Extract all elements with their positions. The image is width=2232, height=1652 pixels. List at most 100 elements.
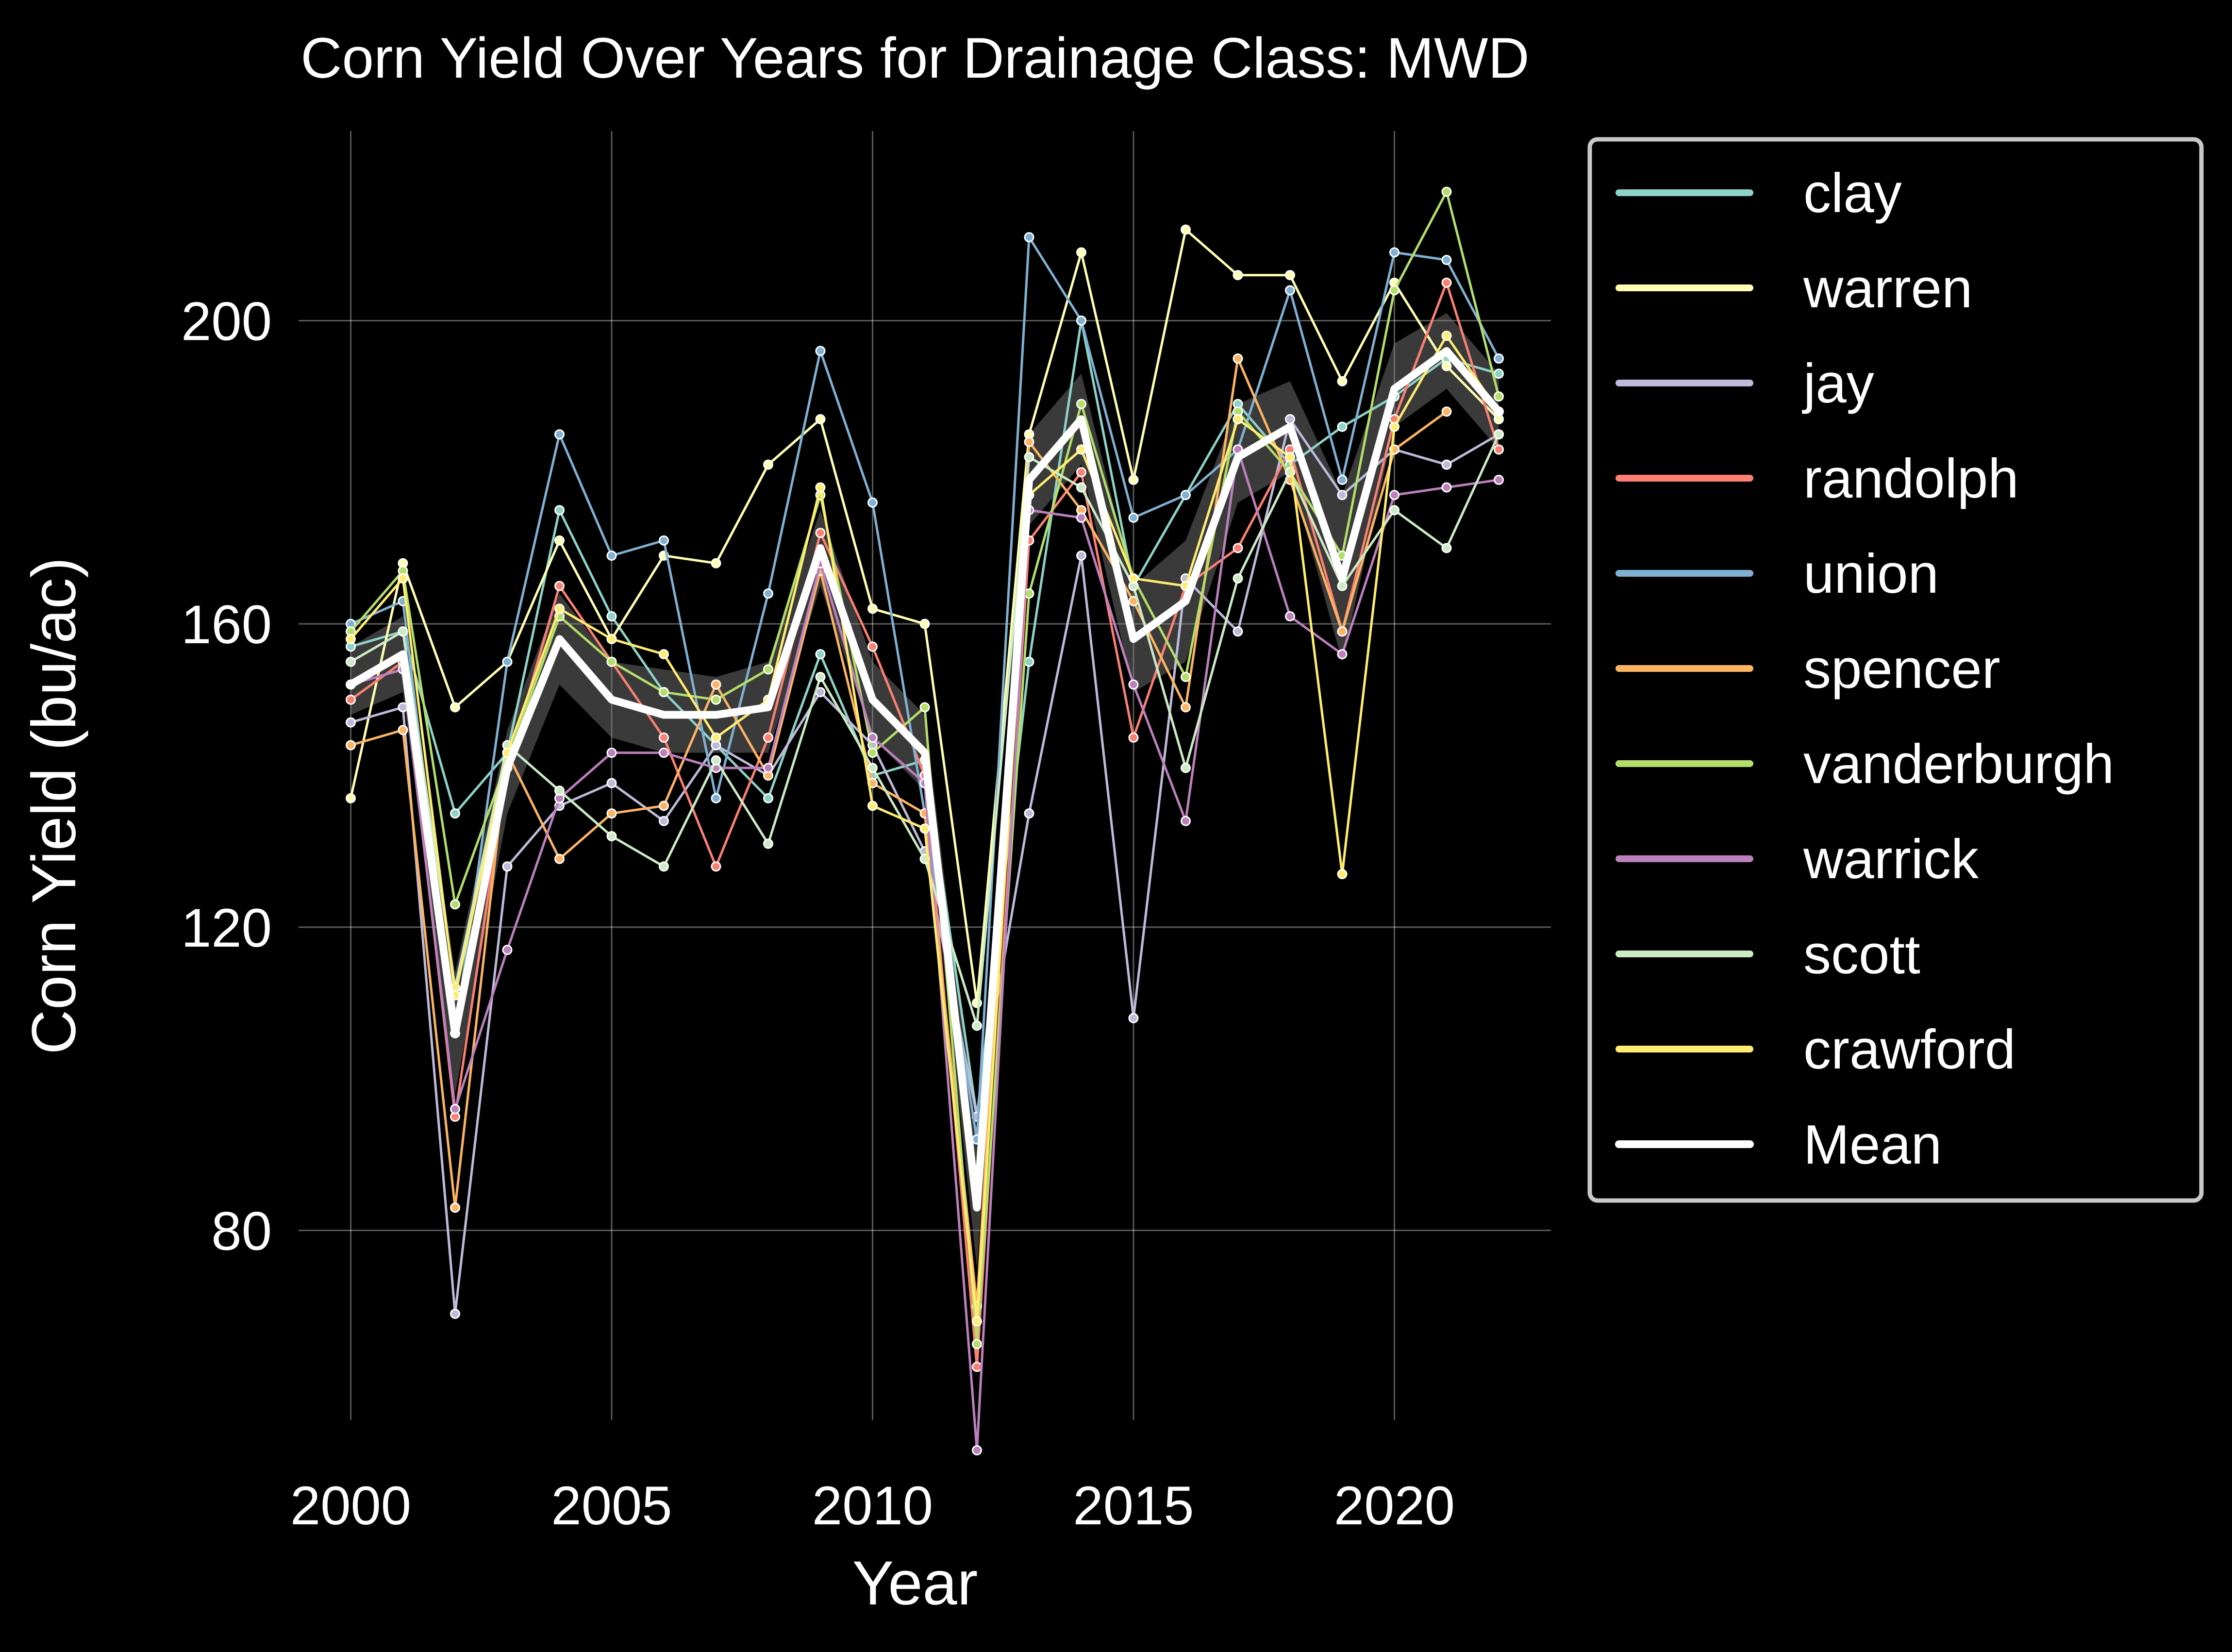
data-point-warren [919,618,930,629]
data-point-randolph [1128,732,1139,743]
legend-label: warrick [1803,829,1979,890]
data-point-spencer [606,808,617,819]
legend-label: spencer [1803,638,2000,700]
data-point-clay [815,649,826,660]
data-point-crawford [659,649,669,660]
legend-label: vanderburgh [1803,734,2114,795]
data-point-union [554,429,565,440]
data-point-union [1389,247,1399,258]
legend-item-warrick: warrick [1616,829,1979,890]
data-point-warren [763,459,773,470]
tick-layer: 2000 2005 2010 2015 2020 80 120 160 200 [181,291,1455,1536]
data-point-crawford [815,482,826,493]
data-point-union [711,793,721,803]
data-point-scott [1337,581,1348,591]
data-point-vanderburgh [1024,588,1034,599]
data-point-vanderburgh [659,687,669,698]
data-point-warrick [1441,482,1452,493]
data-point-randolph [711,861,721,872]
data-point-clay [1337,421,1348,432]
data-point-randolph [1076,467,1086,478]
legend-item-Mean: Mean [1615,1114,1942,1176]
data-point-warren [1128,474,1139,485]
data-point-union [659,535,669,546]
data-point-warrick [1494,474,1504,485]
x-tick-label: 2015 [1073,1475,1194,1536]
legend-item-spencer: spencer [1616,638,2000,700]
data-point-vanderburgh [867,748,878,758]
data-point-jay [1285,414,1295,424]
data-point-warrick [1337,649,1348,660]
data-point-warrick [972,1445,982,1455]
data-point-randolph [1233,543,1243,553]
y-tick-label: 80 [211,1201,272,1262]
data-point-union [1128,513,1139,523]
data-point-clay [763,793,773,803]
data-point-scott [346,656,356,667]
data-point-vanderburgh [1389,285,1399,296]
data-point-jay [1441,459,1452,470]
series-layer [346,186,1504,1455]
data-point-randolph [554,581,565,591]
data-point-crawford [711,732,721,743]
data-point-union [502,656,513,667]
data-point-jay [346,717,356,728]
legend-label: crawford [1803,1019,2015,1081]
data-point-union [1285,285,1295,296]
data-point-vanderburgh [1076,399,1086,409]
data-point-scott [554,785,565,796]
data-point-scott [1076,482,1086,493]
data-point-crawford [346,634,356,644]
data-point-scott [398,626,408,637]
data-point-randolph [1494,444,1504,455]
data-point-vanderburgh [972,1339,982,1350]
legend-item-randolph: randolph [1616,448,2019,510]
data-point-vanderburgh [450,899,460,910]
data-point-spencer [346,740,356,751]
legend-item-clay: clay [1616,163,1902,224]
legend: clay warren jay randolph union spencer vanderb… [1587,137,2204,1203]
legend-frame [1587,137,2204,1203]
legend-label: union [1803,543,1939,605]
data-point-jay [502,861,513,872]
data-point-spencer [1441,406,1452,417]
data-point-scott [606,831,617,841]
data-point-crawford [972,1316,982,1327]
data-point-union [867,497,878,508]
x-tick-label: 2020 [1334,1475,1455,1536]
data-point-warrick [1181,816,1191,826]
data-point-warren [450,702,460,713]
data-point-randolph [972,1362,982,1372]
data-point-spencer [659,801,669,811]
data-point-clay [554,505,565,516]
data-point-warrick [1389,490,1399,501]
data-point-scott [659,861,669,872]
data-point-jay [606,778,617,788]
data-point-vanderburgh [1181,671,1191,682]
series-line-spencer [350,357,1448,1308]
data-point-jay [1024,808,1034,819]
data-point-scott [1024,452,1034,463]
data-point-spencer [450,1202,460,1213]
data-point-jay [1128,1013,1139,1023]
x-axis-label: Year [852,1549,978,1618]
data-point-vanderburgh [763,664,773,675]
data-point-spencer [1233,353,1243,364]
data-point-warrick [1076,513,1086,523]
data-point-crawford [554,603,565,614]
x-tick-label: 2000 [290,1475,411,1536]
data-point-clay [606,611,617,622]
data-point-crawford [606,634,617,644]
data-point-spencer [398,725,408,735]
data-point-warrick [867,732,878,743]
data-point-randolph [1441,277,1452,288]
data-point-union [763,588,773,599]
data-point-randolph [815,528,826,538]
data-point-warrick [763,763,773,773]
data-point-crawford [867,801,878,811]
data-point-union [1181,490,1191,501]
y-axis-label: Corn Yield (bu/ac) [19,557,89,1055]
data-point-vanderburgh [1494,391,1504,402]
data-point-union [1494,353,1504,364]
series-Mean [347,347,1503,1212]
